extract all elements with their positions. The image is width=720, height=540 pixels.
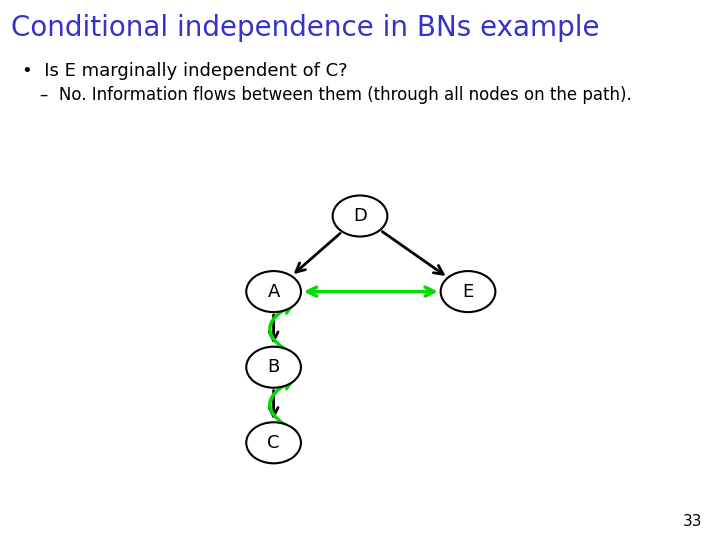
Text: Conditional independence in BNs example: Conditional independence in BNs example xyxy=(11,14,599,42)
Text: B: B xyxy=(267,358,280,376)
Text: E: E xyxy=(462,282,474,301)
Circle shape xyxy=(441,271,495,312)
Text: –  No. Information flows between them (through all nodes on the path).: – No. Information flows between them (th… xyxy=(40,86,631,104)
Circle shape xyxy=(246,422,301,463)
Circle shape xyxy=(333,195,387,237)
Text: C: C xyxy=(267,434,280,452)
Circle shape xyxy=(246,347,301,388)
Text: A: A xyxy=(267,282,280,301)
Text: 33: 33 xyxy=(683,514,702,529)
Text: D: D xyxy=(353,207,367,225)
Circle shape xyxy=(246,271,301,312)
Text: •  Is E marginally independent of C?: • Is E marginally independent of C? xyxy=(22,62,347,80)
